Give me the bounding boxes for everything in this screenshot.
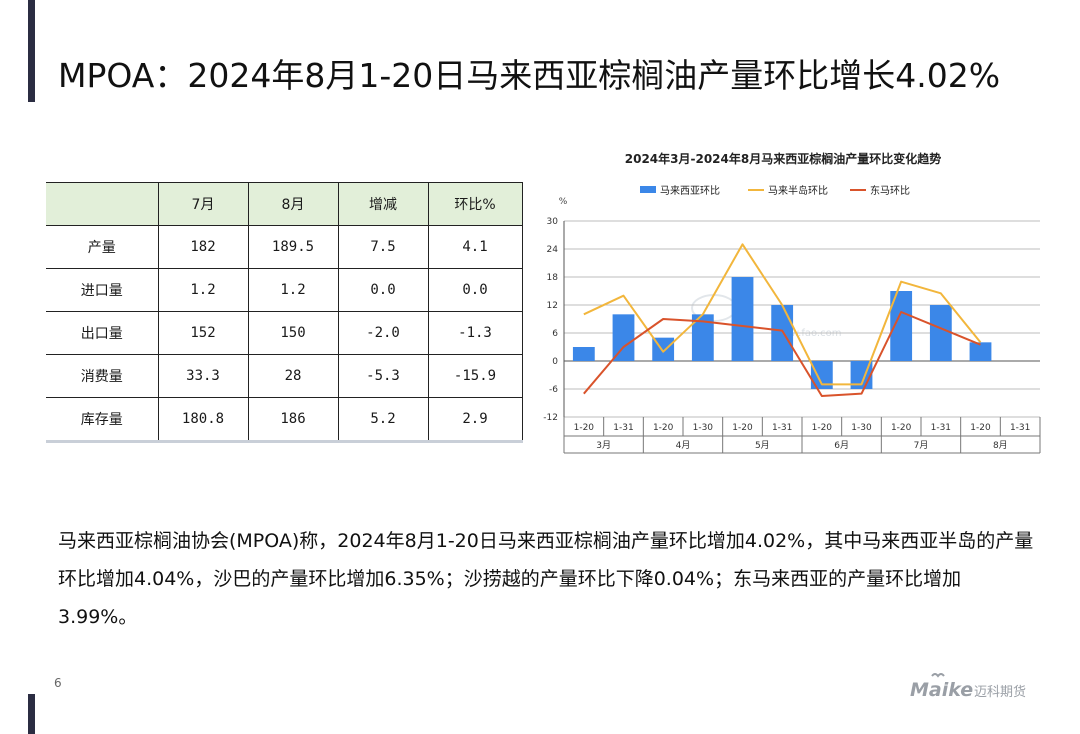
table-header-row: 7月 8月 增减 环比% (46, 182, 523, 226)
bar (572, 347, 595, 361)
y-axis-unit-label: % (559, 197, 568, 207)
table-cell: -1.3 (427, 311, 523, 355)
chart-title: 2024年3月-2024年8月马来西亚棕榈油产量环比变化趋势 (625, 151, 941, 166)
x-month-label: 4月 (676, 440, 691, 451)
x-tick-label: 1-20 (812, 423, 833, 433)
table-row: 消费量 33.3 28 -5.3 -15.9 (46, 354, 523, 398)
table-cell: 4.1 (427, 225, 523, 269)
logo-chinese: 迈科期货 (974, 684, 1026, 700)
body-text: 马来西亚棕榈油协会(MPOA)称，2024年8月1-20日马来西亚棕榈油产量环比… (58, 530, 1034, 628)
x-tick-label: 1-20 (732, 423, 753, 433)
slide-title: MPOA：2024年8月1-20日马来西亚棕榈油产量环比增长4.02% (58, 56, 1001, 95)
table-row: 库存量 180.8 186 5.2 2.9 (46, 397, 523, 443)
page-number: 6 (54, 676, 62, 690)
x-month-label: 8月 (993, 440, 1008, 451)
bar (969, 342, 992, 361)
table-header-jul: 7月 (157, 182, 249, 226)
y-tick-label: -12 (543, 413, 558, 423)
production-trend-chart: 2024年3月-2024年8月马来西亚棕榈油产量环比变化趋势 % www.fao… (543, 151, 1041, 454)
x-tick-label: 1-20 (653, 423, 674, 433)
bar (691, 314, 714, 361)
table-cell: 152 (157, 311, 249, 355)
table-row: 产量 182 189.5 7.5 4.1 (46, 225, 523, 269)
x-month-label: 7月 (914, 440, 929, 451)
x-tick-label: 1-20 (574, 423, 595, 433)
x-month-label: 5月 (755, 440, 770, 451)
y-tick-label: 30 (547, 217, 559, 227)
table-cell: 0.0 (337, 268, 429, 312)
y-tick-label: 6 (552, 329, 558, 339)
x-tick-label: 1-31 (772, 423, 792, 433)
table-cell: -15.9 (427, 354, 523, 398)
table-cell: 0.0 (427, 268, 523, 312)
x-month-label: 6月 (834, 440, 849, 451)
legend-swatch (640, 186, 656, 193)
x-tick-label: 1-20 (970, 423, 991, 433)
table-cell: 出口量 (46, 311, 159, 355)
table-header-aug: 8月 (247, 182, 339, 226)
table-cell: 7.5 (337, 225, 429, 269)
y-tick-label: 12 (547, 301, 558, 311)
table-cell: 1.2 (157, 268, 249, 312)
watermark: www.fao.com (691, 294, 841, 339)
y-tick-label: -6 (549, 385, 558, 395)
table-cell: 5.2 (337, 397, 429, 443)
table-cell: 产量 (46, 225, 159, 269)
table-cell: 150 (247, 311, 339, 355)
bar (929, 305, 952, 361)
table-cell: 1.2 (247, 268, 339, 312)
table-cell: 189.5 (247, 225, 339, 269)
y-tick-label: 24 (547, 245, 559, 255)
logo-mark-icon (931, 673, 945, 678)
x-tick-label: 1-20 (891, 423, 912, 433)
y-tick-label: 18 (547, 273, 559, 283)
table-header-mom-pct: 环比% (427, 182, 523, 226)
x-tick-label: 1-31 (931, 423, 951, 433)
legend-label: 马来西亚环比 (660, 185, 720, 197)
bar (731, 277, 754, 361)
maike-logo: Maike 迈科期货 (910, 673, 1026, 701)
table-header-change: 增减 (337, 182, 429, 226)
x-tick-label: 1-31 (613, 423, 633, 433)
series-line (583, 243, 982, 386)
legend-label: 马来半岛环比 (768, 184, 828, 197)
x-tick-label: 1-31 (1010, 423, 1030, 433)
bar (890, 291, 913, 361)
accent-bar-top (28, 0, 35, 102)
table-header-corner (46, 182, 159, 226)
table-cell: -2.0 (337, 311, 429, 355)
logo-wordmark: Maike (910, 679, 973, 701)
table-cell: 消费量 (46, 354, 159, 398)
table-cell: 180.8 (157, 397, 249, 443)
accent-bar-bottom (28, 694, 35, 734)
table-cell: 进口量 (46, 268, 159, 312)
x-tick-label: 1-30 (851, 423, 872, 433)
bar (612, 314, 635, 361)
table-cell: -5.3 (337, 354, 429, 398)
data-table: 7月 8月 增减 环比% 产量 182 189.5 7.5 4.1 进口量 1.… (46, 182, 523, 443)
series-line (583, 311, 981, 397)
table-row: 出口量 152 150 -2.0 -1.3 (46, 311, 523, 355)
y-tick-label: 0 (552, 357, 558, 367)
bar (771, 305, 794, 361)
table-cell: 33.3 (157, 354, 249, 398)
table-cell: 库存量 (46, 397, 159, 443)
table-cell: 2.9 (427, 397, 523, 443)
table-cell: 186 (247, 397, 339, 443)
x-tick-label: 1-30 (693, 423, 714, 433)
x-month-label: 3月 (596, 440, 611, 451)
table-cell: 182 (157, 225, 249, 269)
legend-label: 东马环比 (870, 184, 910, 197)
table-cell: 28 (247, 354, 339, 398)
bar (810, 361, 833, 389)
table-row: 进口量 1.2 1.2 0.0 0.0 (46, 268, 523, 312)
